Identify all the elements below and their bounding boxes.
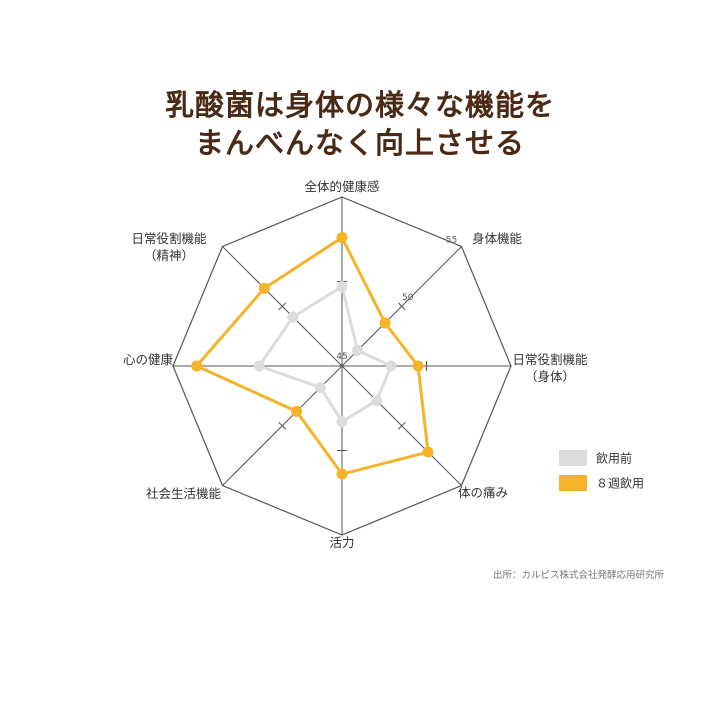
axis-label: 体の痛み — [458, 485, 508, 500]
series-point — [371, 395, 383, 407]
chart-title: 乳酸菌は身体の様々な機能を まんべんなく向上させる — [0, 86, 720, 162]
legend-label: ８週飲用 — [596, 476, 644, 491]
radial-tick-label: 55 — [446, 235, 457, 245]
series-point — [291, 405, 303, 417]
radial-tick-label: 50 — [402, 293, 414, 303]
series-point — [336, 281, 348, 293]
axis-label: 日常役割機能 — [131, 231, 207, 246]
chart-title-line1: 乳酸菌は身体の様々な機能を — [164, 88, 555, 122]
series-point — [314, 382, 326, 394]
chart-title-line2: まんべんなく向上させる — [194, 126, 525, 160]
radar-grid — [172, 196, 512, 536]
radar-tick-mark — [397, 421, 406, 430]
axis-label: （身体） — [525, 369, 575, 384]
radar-tick-mark — [397, 302, 406, 311]
axis-labels: 全体的健康感身体機能日常役割機能（身体）体の痛み活力社会生活機能心の健康日常役割… — [123, 179, 588, 550]
series-point — [336, 416, 348, 428]
radar-series: 45 50 55 — [191, 232, 457, 480]
source-note: 出所：カルピス株式会社発酵応用研究所 — [492, 570, 664, 581]
series-point — [422, 446, 434, 458]
axis-label: （精神） — [144, 248, 194, 263]
axis-label: 全体的健康感 — [304, 179, 379, 194]
legend-swatch — [559, 475, 587, 491]
series-point — [253, 360, 265, 372]
series-point — [412, 360, 424, 372]
radial-tick-label: 45 — [336, 352, 347, 362]
series-point — [379, 317, 391, 329]
series-line — [195, 236, 430, 476]
radar-tick-mark — [278, 302, 287, 311]
series-point — [336, 232, 348, 244]
axis-label: 身体機能 — [472, 231, 523, 246]
axis-label: 活力 — [329, 535, 354, 550]
axis-label: 心の健康 — [123, 352, 174, 367]
axis-label: 日常役割機能 — [512, 352, 588, 367]
series-point — [287, 311, 299, 323]
series-point — [258, 282, 270, 294]
series-point — [336, 468, 348, 480]
axis-label: 社会生活機能 — [146, 486, 222, 501]
series-point — [191, 360, 203, 372]
legend: 飲用前 ８週飲用 — [559, 450, 644, 491]
radar-tick-mark — [278, 421, 287, 430]
series-point — [352, 344, 364, 356]
legend-swatch — [559, 450, 587, 466]
series-point — [385, 360, 397, 372]
legend-label: 飲用前 — [596, 451, 632, 466]
